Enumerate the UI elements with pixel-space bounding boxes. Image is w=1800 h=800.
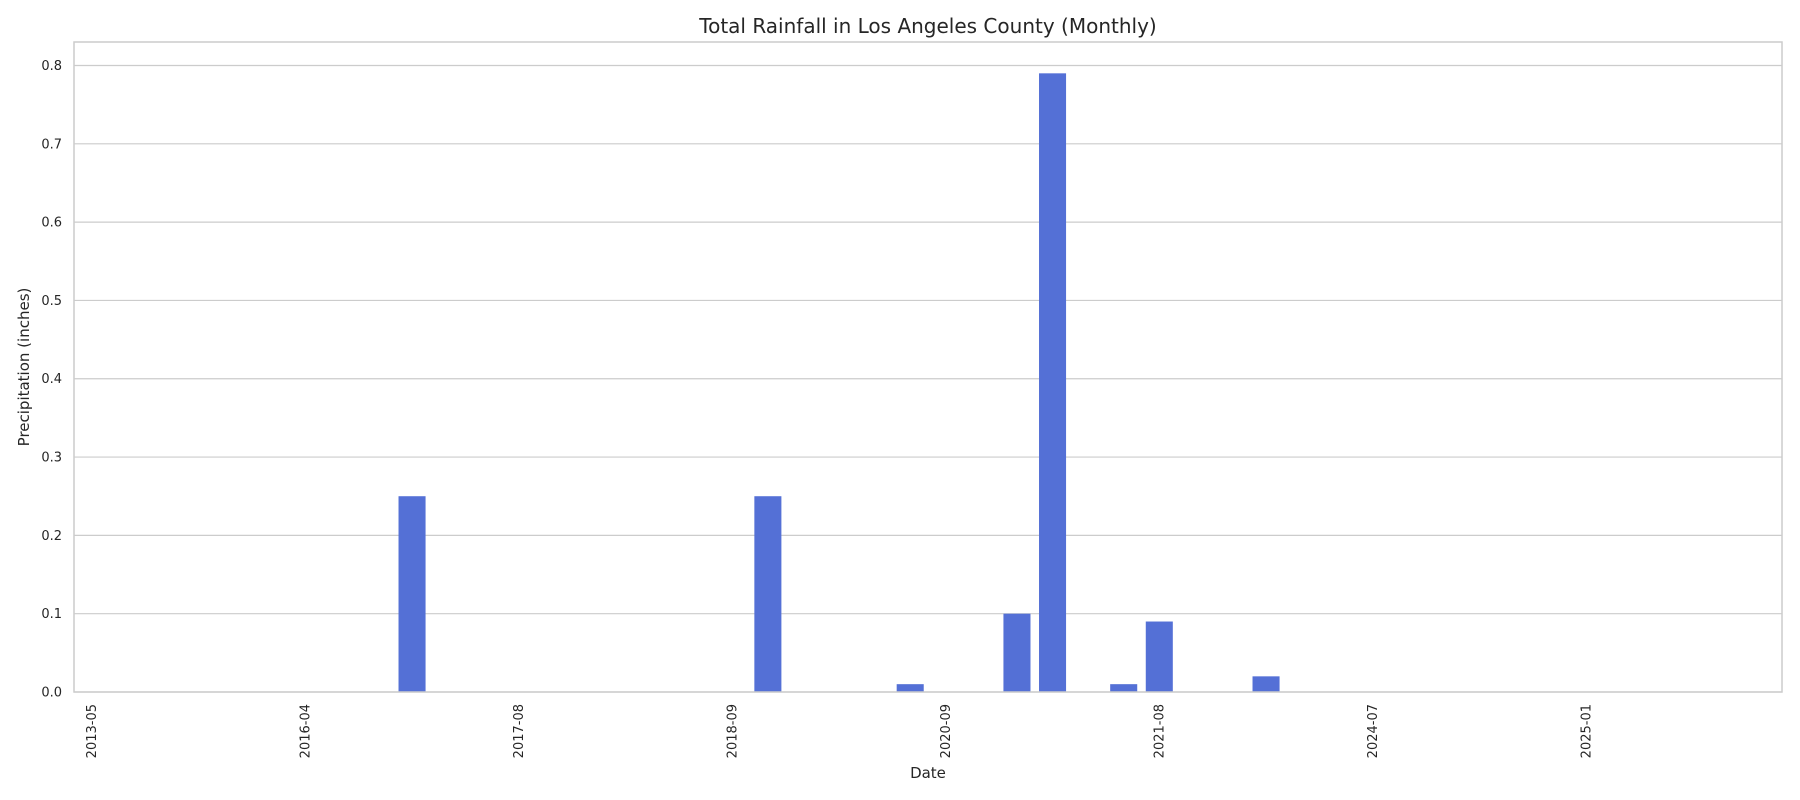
y-tick-label: 0.6 [41, 216, 62, 231]
x-tick-label: 2025-01 [1579, 704, 1594, 758]
bar [896, 684, 924, 692]
y-tick-labels: 0.0 0.1 0.2 0.3 0.4 0.5 0.6 0.7 0.8 [41, 59, 62, 701]
y-tick-label: 0.3 [41, 451, 62, 466]
x-tick-label: 2024-07 [1366, 704, 1381, 758]
y-axis-label: Precipitation (inches) [15, 288, 33, 447]
gridlines [74, 64, 1782, 693]
bar [398, 496, 426, 692]
plot-frame [73, 41, 1783, 693]
chart-title: Total Rainfall in Los Angeles County (Mo… [698, 14, 1156, 38]
bar [1039, 73, 1067, 692]
y-tick-label: 0.4 [41, 372, 62, 387]
x-tick-label: 2021-08 [1152, 704, 1167, 758]
x-tick-label: 2018-09 [725, 704, 740, 758]
x-tick-labels: 2013-05 2016-04 2017-08 2018-09 2020-09 2021-… [85, 704, 1594, 758]
bar [754, 496, 782, 692]
x-axis-label: Date [910, 764, 946, 782]
bar [1003, 613, 1031, 692]
y-tick-label: 0.7 [41, 137, 62, 152]
x-tick-label: 2017-08 [512, 704, 527, 758]
bar [1145, 621, 1173, 692]
bar [1252, 676, 1280, 692]
y-tick-label: 0.8 [41, 59, 62, 74]
y-tick-label: 0.1 [41, 607, 62, 622]
y-tick-label: 0.2 [41, 529, 62, 544]
y-tick-label: 0.5 [41, 294, 62, 309]
x-tick-label: 2020-09 [939, 704, 954, 758]
x-tick-label: 2013-05 [85, 704, 100, 758]
x-tick-label: 2016-04 [298, 704, 313, 758]
y-tick-label: 0.0 [41, 686, 62, 701]
bar [1110, 684, 1138, 692]
bars [398, 73, 1280, 692]
